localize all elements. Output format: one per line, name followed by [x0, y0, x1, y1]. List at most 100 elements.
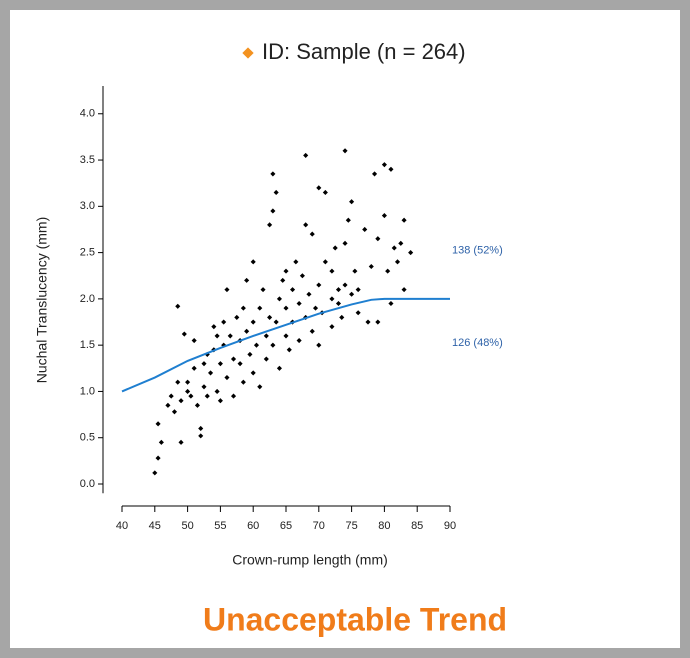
- scatter-point: [204, 393, 210, 399]
- scatter-point: [303, 222, 309, 228]
- scatter-point: [227, 333, 233, 339]
- scatter-point: [171, 409, 178, 415]
- scatter-point: [276, 365, 282, 371]
- legend-marker: [242, 47, 254, 59]
- x-tick-label: 45: [149, 520, 161, 532]
- scatter-point: [342, 282, 348, 288]
- scatter-point: [214, 333, 220, 339]
- scatter-point: [408, 250, 414, 256]
- scatter-point: [234, 314, 240, 320]
- chart: ID: Sample (n = 264) Crown-rump length (…: [34, 39, 507, 638]
- scatter-point: [240, 379, 246, 385]
- y-tick-label: 0.5: [80, 432, 95, 444]
- scatter-point: [296, 337, 302, 344]
- scatter-point: [329, 268, 335, 274]
- scatter-point: [263, 333, 269, 339]
- scatter-point: [355, 287, 361, 293]
- scatter-point: [381, 162, 387, 168]
- scatter-point: [267, 314, 273, 320]
- scatter-point: [398, 240, 404, 246]
- x-tick-label: 40: [116, 520, 128, 532]
- x-tick-label: 65: [280, 520, 292, 532]
- scatter-point: [152, 470, 158, 476]
- scatter-point: [381, 213, 387, 219]
- scatter-point: [309, 231, 315, 237]
- scatter-point: [165, 402, 171, 408]
- y-tick-label: 3.5: [80, 154, 95, 166]
- scatter-point: [401, 287, 407, 293]
- scatter-point: [316, 185, 322, 191]
- scatter-point: [188, 393, 194, 399]
- scatter-point: [250, 259, 256, 265]
- scatter-point: [316, 342, 322, 348]
- trend-line: [121, 297, 450, 393]
- scatter-point: [208, 370, 214, 376]
- scatter-point: [309, 328, 315, 334]
- scatter-point: [339, 314, 345, 320]
- y-tick-label: 0.0: [80, 478, 95, 490]
- scatter-point: [224, 287, 230, 293]
- scatter-point: [388, 300, 394, 307]
- scatter-point: [194, 402, 200, 408]
- scatter-point: [240, 305, 246, 311]
- scatter-point: [352, 268, 358, 274]
- scatter-point: [394, 259, 401, 265]
- scatter-point: [316, 282, 322, 288]
- y-tick-label: 2.5: [80, 247, 95, 259]
- scatter-point: [168, 393, 174, 399]
- scatter-point: [283, 268, 289, 274]
- y-tick-label: 1.0: [80, 385, 95, 397]
- x-tick-label: 85: [411, 520, 423, 532]
- scatter-point: [283, 333, 289, 339]
- scatter-point: [401, 217, 407, 223]
- x-tick-label: 70: [313, 520, 325, 532]
- scatter-point: [299, 273, 305, 279]
- scatter-point: [335, 300, 342, 307]
- scatter-point: [375, 319, 381, 325]
- scatter-point: [332, 245, 338, 251]
- scatter-point: [342, 148, 348, 154]
- scatter-point: [175, 379, 181, 385]
- scatter-point: [372, 171, 378, 177]
- scatter-point: [290, 287, 296, 293]
- scatter-point: [257, 305, 263, 311]
- scatter-point: [267, 222, 273, 228]
- scatter-point: [375, 236, 381, 242]
- scatter-point: [276, 296, 282, 302]
- scatter-point: [191, 365, 197, 371]
- scatter-point: [349, 291, 355, 297]
- scatter-point: [322, 189, 328, 195]
- scatter-point: [263, 356, 269, 362]
- scatter-point: [391, 245, 397, 251]
- scatter-point: [253, 342, 260, 348]
- scatter-point: [221, 319, 227, 325]
- scatter-point: [198, 433, 204, 439]
- scatter-point: [230, 393, 237, 399]
- y-tick-label: 3.0: [80, 200, 95, 212]
- scatter-point: [349, 199, 355, 205]
- y-tick-label: 2.0: [80, 293, 95, 305]
- scatter-point: [273, 189, 279, 195]
- annotation: 138 (52%): [452, 245, 503, 257]
- scatter-point: [175, 303, 181, 309]
- scatter-point: [155, 455, 161, 461]
- scatter-point: [385, 268, 391, 274]
- scatter-point: [201, 384, 207, 390]
- x-tick-label: 55: [214, 520, 226, 532]
- y-tick-label: 1.5: [80, 339, 95, 351]
- scatter-point: [388, 166, 394, 172]
- scatter-point: [178, 398, 184, 404]
- scatter-point: [237, 361, 243, 367]
- scatter-point: [155, 421, 161, 427]
- x-tick-label: 50: [181, 520, 193, 532]
- scatter-point: [270, 342, 276, 348]
- scatter-point: [250, 370, 256, 376]
- scatter-point: [257, 384, 263, 390]
- scatter-point: [273, 319, 279, 325]
- scatter-point: [247, 351, 253, 357]
- scatter-point: [250, 319, 256, 325]
- scatter-point: [342, 240, 348, 246]
- scatter-point: [211, 324, 217, 330]
- scatter-point: [365, 319, 371, 325]
- scatter-point: [224, 375, 230, 381]
